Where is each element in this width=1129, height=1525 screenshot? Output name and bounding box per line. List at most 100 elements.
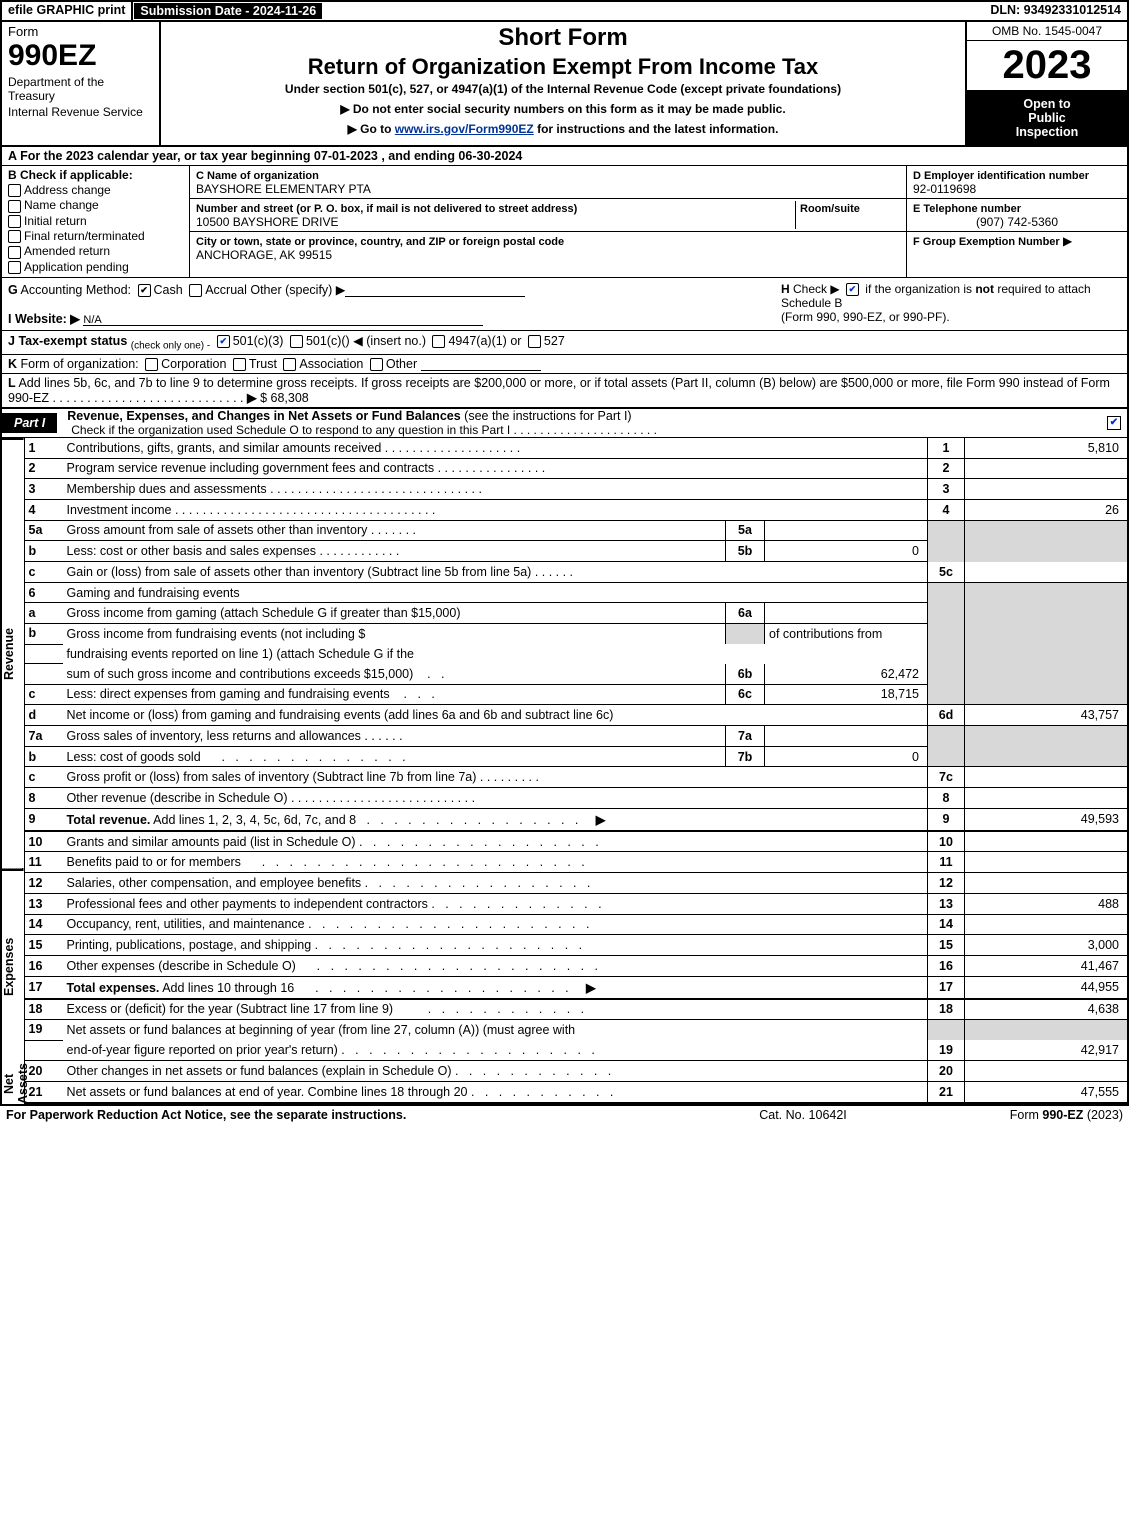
l10-num: 10 [928, 831, 965, 852]
chk-cash[interactable]: ✔ [138, 284, 151, 297]
website-head: Website: ▶ [15, 312, 80, 326]
part1-tab: Part I [2, 413, 57, 433]
l6c-subval: 18,715 [765, 684, 928, 705]
l10-desc: Grants and similar amounts paid (list in… [67, 835, 356, 849]
chk-address-change[interactable]: Address change [8, 183, 183, 197]
form-number: 990EZ [8, 39, 153, 73]
l-amount: $ 68,308 [260, 391, 309, 405]
chk-application-pending[interactable]: Application pending [8, 260, 183, 274]
chk-501c[interactable] [290, 335, 303, 348]
l5c-desc: Gain or (loss) from sale of assets other… [67, 565, 532, 579]
l13-desc: Professional fees and other payments to … [67, 897, 428, 911]
g-cash: Cash [154, 283, 183, 297]
website-value: N/A [83, 314, 101, 326]
l1-amt: 5,810 [965, 438, 1129, 458]
l6a-sub: 6a [726, 603, 765, 624]
chk-501c3[interactable]: ✔ [217, 335, 230, 348]
irs-link[interactable]: www.irs.gov/Form990EZ [395, 122, 534, 136]
l5b-subval: 0 [765, 541, 928, 562]
room-lbl: Room/suite [800, 203, 860, 215]
l20-num: 20 [928, 1061, 965, 1082]
l2-amt [965, 458, 1129, 479]
side-revenue: Revenue [2, 438, 24, 869]
l18-num: 18 [928, 999, 965, 1020]
l5c-amt [965, 562, 1129, 583]
chk-initial-return[interactable]: Initial return [8, 214, 183, 228]
l6d-desc: Net income or (loss) from gaming and fun… [67, 708, 614, 722]
row-j: J Tax-exempt status (check only one) - ✔… [0, 331, 1129, 355]
l3-desc: Membership dues and assessments [67, 482, 267, 496]
line-19: 19Net assets or fund balances at beginni… [24, 1020, 1128, 1041]
chk-schedule-b[interactable]: ✔ [846, 283, 859, 296]
line-6c: cLess: direct expenses from gaming and f… [24, 684, 1128, 705]
efile-label[interactable]: efile GRAPHIC print [2, 2, 133, 20]
chk-amended-return[interactable]: Amended return [8, 244, 183, 258]
opt-corp: Corporation [161, 357, 226, 371]
chk-527[interactable] [528, 335, 541, 348]
opt-name: Name change [24, 198, 99, 212]
j-label: J [8, 334, 15, 348]
l7b-sub: 7b [726, 746, 765, 767]
chk-corporation[interactable] [145, 358, 158, 371]
line-6b: bGross income from fundraising events (n… [24, 624, 1128, 645]
row-l: L Add lines 5b, 6c, and 7b to line 9 to … [0, 374, 1129, 409]
chk-accrual[interactable] [189, 284, 202, 297]
goto-post: for instructions and the latest informat… [534, 122, 779, 136]
c-name-lbl: Name of organization [207, 170, 319, 182]
l3-num: 3 [928, 479, 965, 500]
line-7a: 7aGross sales of inventory, less returns… [24, 726, 1128, 747]
line-5a: 5aGross amount from sale of assets other… [24, 520, 1128, 541]
l5b-sub: 5b [726, 541, 765, 562]
l7c-num: 7c [928, 767, 965, 788]
g-other: Other (specify) ▶ [250, 283, 345, 297]
e-head: Telephone number [923, 203, 1021, 215]
part1-checkbox[interactable]: ✔ [1107, 416, 1121, 430]
line-18: 18Excess or (deficit) for the year (Subt… [24, 999, 1128, 1020]
col-b: B Check if applicable: Address change Na… [2, 166, 190, 277]
line-8: 8Other revenue (describe in Schedule O) … [24, 788, 1128, 809]
l14-amt [965, 914, 1129, 935]
footer-right: Form 990-EZ (2023) [903, 1108, 1123, 1122]
line-6: 6Gaming and fundraising events [24, 582, 1128, 603]
tax-year: 2023 [967, 41, 1127, 91]
l8-amt [965, 788, 1129, 809]
chk-association[interactable] [283, 358, 296, 371]
chk-name-change[interactable]: Name change [8, 198, 183, 212]
l16-num: 16 [928, 955, 965, 976]
website-input[interactable]: N/A [83, 312, 483, 326]
chk-final-return[interactable]: Final return/terminated [8, 229, 183, 243]
l7a-subval [765, 726, 928, 747]
j-501c: 501(c)( [306, 334, 346, 348]
l20-desc: Other changes in net assets or fund bala… [67, 1064, 452, 1078]
line-10: 10 Grants and similar amounts paid (list … [24, 831, 1128, 852]
l19-amt: 42,917 [965, 1040, 1129, 1060]
j-527: 527 [544, 334, 565, 348]
chk-4947[interactable] [432, 335, 445, 348]
l18-amt: 4,638 [965, 999, 1129, 1020]
l5b-desc: Less: cost or other basis and sales expe… [67, 544, 316, 558]
line-a-label: A [8, 149, 17, 163]
e-phone-row: E Telephone number (907) 742-5360 [907, 199, 1127, 232]
l2-num: 2 [928, 458, 965, 479]
l4-num: 4 [928, 499, 965, 520]
chk-other-org[interactable] [370, 358, 383, 371]
g-other-input[interactable] [345, 283, 525, 297]
l13-amt: 488 [965, 893, 1129, 914]
col-def: D Employer identification number 92-0119… [906, 166, 1127, 277]
line-7c: cGross profit or (loss) from sales of in… [24, 767, 1128, 788]
opt-amended: Amended return [24, 244, 110, 258]
c-street-lbl: Number and street (or P. O. box, if mail… [196, 203, 577, 215]
l9-desc: Add lines 1, 2, 3, 4, 5c, 6d, 7c, and 8 [150, 813, 356, 827]
chk-trust[interactable] [233, 358, 246, 371]
g-accrual: Accrual [205, 283, 247, 297]
k-other-input[interactable] [421, 357, 541, 371]
b-head: Check if applicable: [20, 168, 133, 182]
l14-num: 14 [928, 914, 965, 935]
row-k: K Form of organization: Corporation Trus… [0, 355, 1129, 374]
l6c-sub: 6c [726, 684, 765, 705]
j-head: Tax-exempt status [18, 334, 127, 348]
omb-number: OMB No. 1545-0047 [967, 22, 1127, 41]
l4-amt: 26 [965, 499, 1129, 520]
part1-check-text: Check if the organization used Schedule … [71, 423, 510, 437]
return-title: Return of Organization Exempt From Incom… [167, 54, 959, 80]
